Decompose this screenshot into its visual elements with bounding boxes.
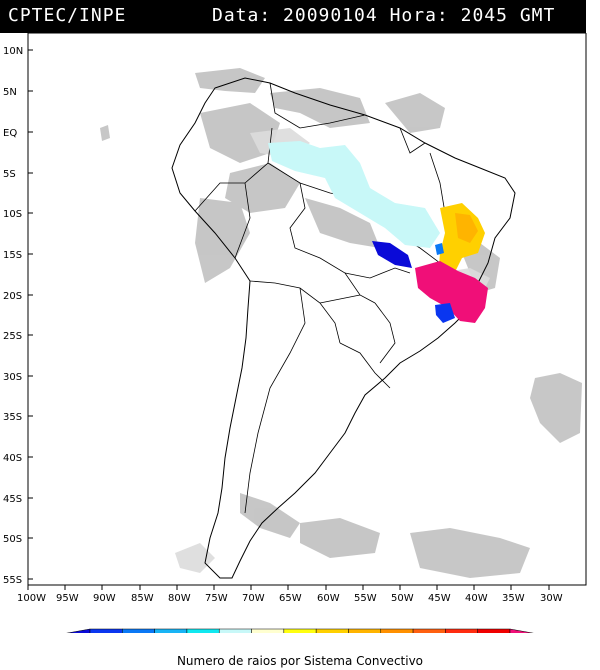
lat-label-20s: 20S bbox=[3, 291, 22, 302]
lon-label-30w: 30W bbox=[540, 593, 563, 604]
legend-swatch bbox=[348, 628, 382, 633]
lon-label-35w: 35W bbox=[502, 593, 525, 604]
convective-system-magenta bbox=[415, 261, 488, 323]
lat-label-eq: EQ bbox=[3, 128, 17, 139]
title-bar: CPTEC/INPE Data: 20090104 Hora: 2045 GMT bbox=[0, 0, 586, 33]
legend-swatch bbox=[445, 628, 478, 633]
time-label: Hora: bbox=[389, 5, 449, 26]
lon-label-85w: 85W bbox=[131, 593, 154, 604]
legend-arrow-right bbox=[509, 628, 534, 633]
south-america-outline bbox=[171, 77, 516, 579]
legend-swatch bbox=[186, 628, 220, 633]
cloud-cover bbox=[100, 68, 582, 578]
lat-label-5n: 5N bbox=[3, 87, 17, 98]
latitude-axis bbox=[28, 49, 33, 580]
longitude-axis bbox=[27, 585, 550, 590]
date-value: 20090104 bbox=[283, 5, 378, 26]
lon-label-75w: 75W bbox=[205, 593, 228, 604]
time-unit: GMT bbox=[519, 5, 556, 26]
lat-label-25s: 25S bbox=[3, 331, 22, 342]
legend-swatch bbox=[218, 628, 252, 633]
convective-system-cyan bbox=[268, 141, 440, 248]
lon-label-40w: 40W bbox=[465, 593, 488, 604]
lat-label-45s: 45S bbox=[3, 494, 22, 505]
lat-label-10n: 10N bbox=[3, 46, 23, 57]
lon-label-80w: 80W bbox=[168, 593, 191, 604]
lon-label-50w: 50W bbox=[391, 593, 414, 604]
source-label: CPTEC/INPE bbox=[8, 5, 127, 26]
lat-label-55s: 55S bbox=[3, 575, 22, 586]
convective-system-orange bbox=[455, 213, 478, 243]
lon-label-55w: 55W bbox=[354, 593, 377, 604]
convective-system-blue-north bbox=[435, 243, 444, 255]
lon-label-70w: 70W bbox=[242, 593, 265, 604]
legend-swatch bbox=[154, 628, 188, 633]
legend-colorbar bbox=[66, 628, 534, 633]
date-label: Data: bbox=[212, 5, 272, 26]
datetime-label: Data: 20090104 Hora: 2045 GMT bbox=[212, 5, 555, 26]
lon-label-65w: 65W bbox=[279, 593, 302, 604]
legend-arrow-left bbox=[66, 628, 91, 633]
legend-swatch bbox=[477, 628, 511, 633]
legend-swatch bbox=[89, 628, 123, 633]
lon-label-90w: 90W bbox=[93, 593, 116, 604]
lat-label-40s: 40S bbox=[3, 453, 22, 464]
lat-label-15s: 15S bbox=[3, 250, 22, 261]
convective-system-blue bbox=[372, 241, 412, 268]
map-frame bbox=[27, 33, 587, 586]
legend-swatch bbox=[122, 628, 155, 633]
lat-label-35s: 35S bbox=[3, 412, 22, 423]
lat-label-30s: 30S bbox=[3, 372, 22, 383]
legend-swatch bbox=[283, 628, 317, 633]
legend-swatch bbox=[412, 628, 446, 633]
lon-label-100w: 100W bbox=[17, 593, 46, 604]
convective-system-blue-south bbox=[435, 303, 455, 323]
lat-label-5s: 5S bbox=[3, 169, 16, 180]
legend-swatch bbox=[315, 628, 349, 633]
lat-label-50s: 50S bbox=[3, 534, 22, 545]
lon-label-45w: 45W bbox=[428, 593, 451, 604]
legend-swatch bbox=[380, 628, 414, 633]
lat-label-10s: 10S bbox=[3, 209, 22, 220]
lon-label-95w: 95W bbox=[56, 593, 79, 604]
legend-swatch bbox=[251, 628, 285, 633]
lon-label-60w: 60W bbox=[317, 593, 340, 604]
time-value: 2045 bbox=[460, 5, 508, 26]
satellite-map: 10N 5N EQ 5S 10S 15S 20S 25S 30S 35S 40S… bbox=[3, 33, 587, 633]
legend-caption: Numero de raios por Sistema Convectivo bbox=[176, 654, 424, 668]
